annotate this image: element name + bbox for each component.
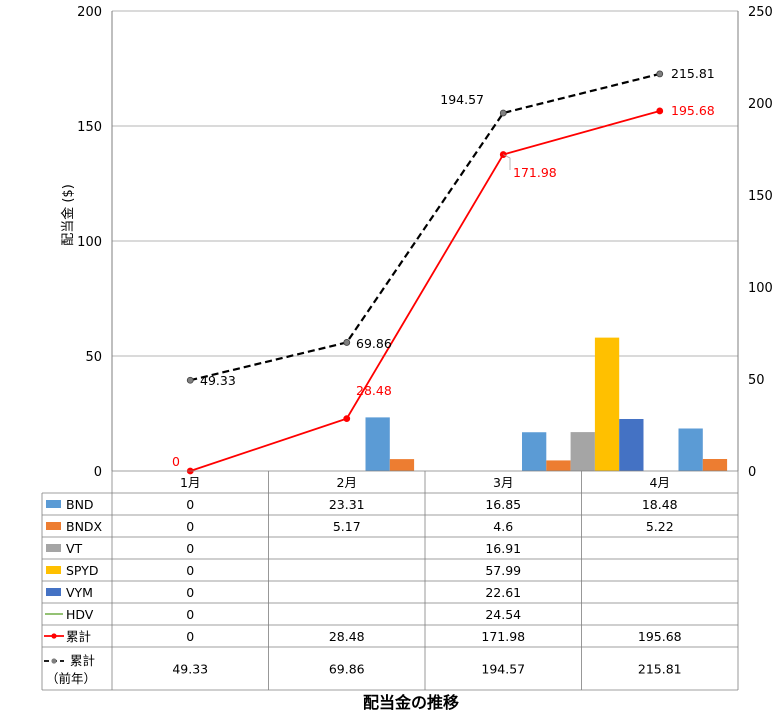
legend-key-cumulative-marker xyxy=(51,633,57,639)
table-cell: 23.31 xyxy=(329,497,365,512)
x-tick-label: 1月 xyxy=(180,475,200,490)
table-cell: 215.81 xyxy=(638,662,682,677)
legend-name: VT xyxy=(66,541,83,556)
cumulative-prev-year-point xyxy=(343,339,351,346)
table-cell: 24.54 xyxy=(485,607,521,622)
y-tick-label: 0 xyxy=(94,465,102,480)
cumulative-prev-year-label: 215.81 xyxy=(671,66,715,81)
bar-bndx xyxy=(702,458,728,471)
bars xyxy=(365,337,728,471)
table-cell: 18.48 xyxy=(642,497,678,512)
table-cell: 0 xyxy=(186,607,194,622)
cumulative-label: 0 xyxy=(172,454,180,469)
cumulative-prev-year-label: 69.86 xyxy=(356,336,392,351)
legend-key-bnd xyxy=(46,500,61,508)
legend-key-vym xyxy=(46,588,61,596)
table-cell: 194.57 xyxy=(481,662,525,677)
table-cell: 195.68 xyxy=(638,629,682,644)
bar-vt xyxy=(570,432,595,471)
table-cell: 4.6 xyxy=(493,519,513,534)
legend-name: 累計 xyxy=(66,629,91,644)
y2-tick-label: 50 xyxy=(748,373,765,388)
legend-name: BNDX xyxy=(66,519,103,534)
x-tick-label: 3月 xyxy=(493,475,513,490)
legend-key-vt xyxy=(46,544,61,552)
bar-bnd xyxy=(678,428,703,471)
y2-tick-label: 150 xyxy=(748,189,773,204)
table-cell: 0 xyxy=(186,563,194,578)
y-tick-label: 150 xyxy=(77,120,102,135)
legend-key-bndx xyxy=(46,522,61,530)
bar-bndx xyxy=(546,460,571,471)
table-cell: 22.61 xyxy=(485,585,521,600)
cumulative-prev-year-line xyxy=(189,72,661,382)
cumulative-line xyxy=(189,110,660,472)
cumulative-prev-year-label: 194.57 xyxy=(440,92,484,107)
table-cell: 0 xyxy=(186,519,194,534)
table-cell: 69.86 xyxy=(329,662,365,677)
table-cell: 0 xyxy=(186,585,194,600)
legend-name: HDV xyxy=(66,607,94,622)
legend-name: VYM xyxy=(66,585,93,600)
lines: 0 28.48 171.98 195.68 49.33 69.86 194.57 215.81 xyxy=(172,66,715,475)
x-tick-label: 2月 xyxy=(337,475,357,490)
y-tick-label: 50 xyxy=(85,350,102,365)
x-tick-label: 4月 xyxy=(650,475,670,490)
bar-bnd xyxy=(522,432,547,471)
table-cell: 49.33 xyxy=(172,662,208,677)
table-cell: 16.85 xyxy=(485,497,521,512)
cumulative-label: 28.48 xyxy=(356,383,392,398)
cumulative-prev-year-point xyxy=(186,376,194,384)
cumulative-point xyxy=(343,415,351,422)
axes: 0 50 100 150 200 0 50 100 150 200 250 xyxy=(77,5,773,480)
legend-name: （前年） xyxy=(46,671,96,686)
bar-bndx xyxy=(389,459,415,471)
table-cell: 5.22 xyxy=(646,519,674,534)
table-cell: 0 xyxy=(186,497,194,512)
y-axis-label: 配当金 ($) xyxy=(60,184,76,246)
gridlines xyxy=(112,10,738,357)
y2-tick-label: 200 xyxy=(748,97,773,112)
chart-title: 配当金の推移 xyxy=(363,693,459,712)
legend-key-cumulative-prev-year-marker xyxy=(51,658,57,664)
label-leader-line xyxy=(503,154,511,170)
y2-tick-label: 250 xyxy=(748,5,773,20)
cumulative-prev-year-label: 49.33 xyxy=(200,373,236,388)
y2-tick-label: 100 xyxy=(748,281,773,296)
legend-name: BND xyxy=(66,497,94,512)
cumulative-label: 195.68 xyxy=(671,103,715,118)
legend-name: SPYD xyxy=(66,563,98,578)
cumulative-point xyxy=(656,107,664,115)
y2-tick-label: 0 xyxy=(748,465,756,480)
legend-key-spyd xyxy=(46,566,61,574)
table-cell: 171.98 xyxy=(481,629,525,644)
table-cell: 5.17 xyxy=(333,519,361,534)
table-cell: 0 xyxy=(186,541,194,556)
table-cell: 0 xyxy=(186,629,194,644)
table-cell: 28.48 xyxy=(329,629,365,644)
data-table: 1月 2月 3月 4月 BND 0 23.31 16.85 18.48 BNDX 0 5.17 4.6 5… xyxy=(41,470,739,691)
bar-bnd xyxy=(365,417,390,471)
cumulative-prev-year-point xyxy=(656,70,664,78)
bar-vym xyxy=(619,418,644,471)
bar-spyd xyxy=(594,337,620,471)
table-cell: 16.91 xyxy=(485,541,521,556)
legend-name: 累計 xyxy=(70,653,95,668)
y-tick-label: 200 xyxy=(77,5,102,20)
cumulative-prev-year-point xyxy=(499,109,507,117)
table-cell: 57.99 xyxy=(485,563,521,578)
y-tick-label: 100 xyxy=(77,235,102,250)
cumulative-label: 171.98 xyxy=(513,165,557,180)
